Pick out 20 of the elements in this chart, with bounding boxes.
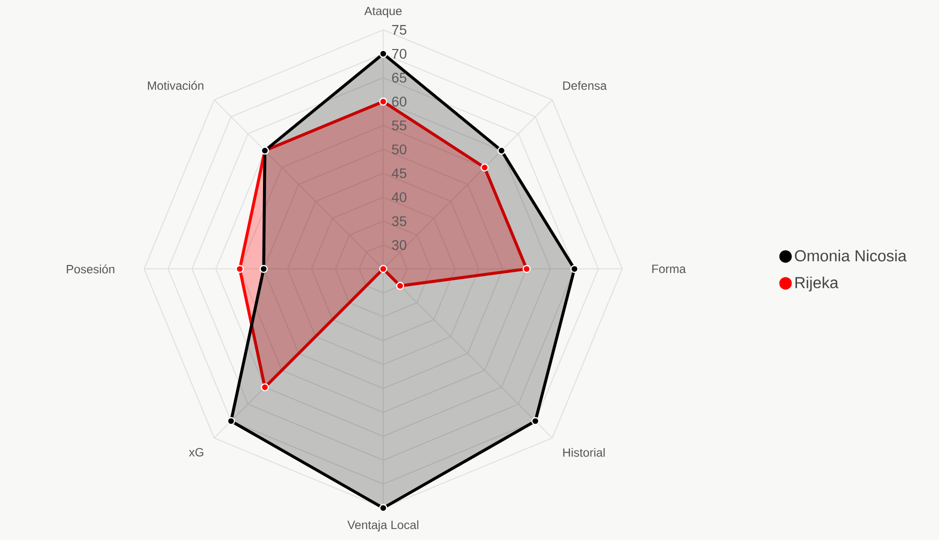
y-tick-label: 70 [392,48,406,59]
y-tick-label: 50 [392,144,406,154]
y-tick-label: 55 [392,120,406,130]
y-tick-label: 30 [392,240,406,250]
spoke-label: Defensa [563,81,607,90]
y-tick-label: 45 [392,168,406,178]
legend-label: Rijeka [795,276,838,292]
legend-label: Omonia Nicosia [794,250,907,262]
y-tick-label: 65 [392,72,406,83]
spoke-label: Posesión [66,264,114,274]
spoke-label: xG [188,448,204,457]
spoke-label: Ventaja Local [347,520,418,532]
spoke-label: Historial [563,448,605,457]
y-tick-label: 40 [392,192,406,202]
y-tick-label: 75 [392,25,406,35]
spoke-label: Motivación [148,80,204,90]
spoke-label: Forma [652,264,686,274]
spoke-label: Ataque [364,6,402,18]
y-tick-label: 35 [392,216,406,226]
y-tick-label: 60 [392,96,406,107]
